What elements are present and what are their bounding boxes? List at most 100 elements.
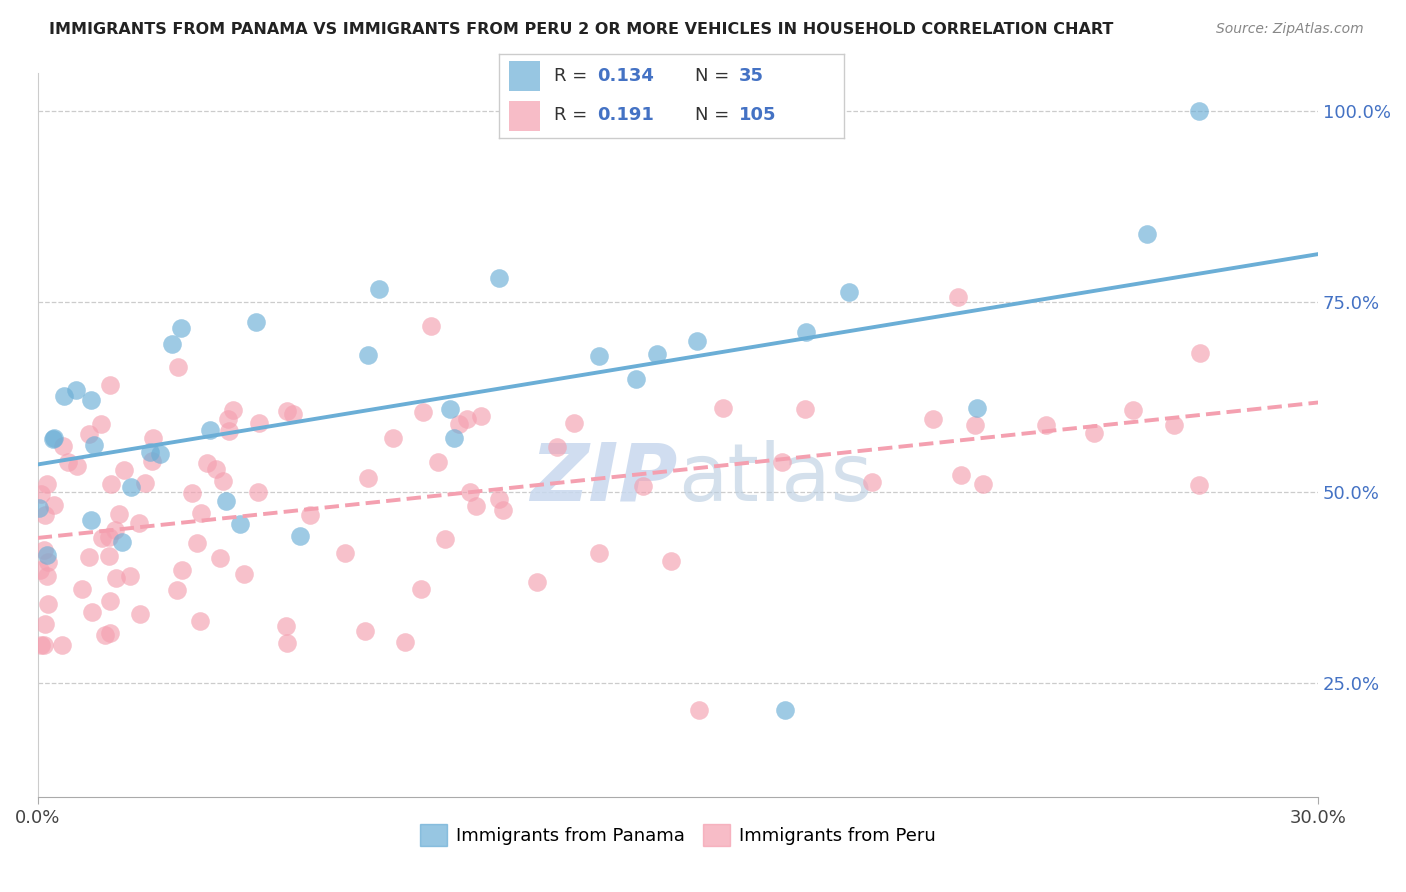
Point [108, 507, 131, 521]
Point [104, 571, 127, 585]
Point [1035, 417, 1057, 432]
Point [688, 703, 710, 717]
Point [276, 619, 298, 633]
Point [100, 477, 122, 491]
Point [166, 583, 188, 598]
Point [52, 389, 75, 403]
Point [434, 532, 457, 546]
Point [37, 597, 59, 611]
Point [773, 703, 796, 717]
Point [212, 474, 235, 488]
Point [181, 485, 204, 500]
Point [449, 417, 471, 432]
Point [34, 617, 56, 632]
Point [28, 500, 51, 515]
Point [394, 635, 416, 649]
Point [37, 477, 59, 491]
Point [66, 458, 89, 473]
Point [276, 404, 298, 418]
Point [546, 441, 568, 455]
Point [79, 427, 101, 442]
Point [188, 614, 211, 628]
Text: ZIP: ZIP [530, 440, 678, 517]
Point [44, 431, 66, 445]
Point [456, 412, 478, 426]
Point [526, 575, 548, 590]
Point [950, 467, 973, 482]
Point [134, 475, 156, 490]
Point [228, 516, 250, 531]
Point [186, 536, 208, 550]
Point [190, 506, 212, 520]
Point [80, 392, 103, 407]
Point [34, 508, 56, 523]
Text: 105: 105 [738, 106, 776, 124]
Point [104, 523, 127, 537]
Point [30, 638, 52, 652]
Point [30, 487, 52, 501]
Point [35, 569, 58, 583]
Text: N =: N = [696, 67, 735, 85]
Point [357, 349, 380, 363]
Point [922, 411, 945, 425]
Point [283, 408, 305, 422]
Point [160, 336, 183, 351]
Point [142, 431, 165, 445]
Point [298, 508, 321, 522]
Point [149, 446, 172, 460]
Text: 0.134: 0.134 [598, 67, 654, 85]
Point [232, 566, 254, 581]
Point [215, 494, 238, 508]
Point [966, 401, 988, 416]
Bar [509, 101, 540, 130]
Point [65, 383, 87, 397]
Point [838, 285, 860, 299]
Point [1122, 403, 1144, 417]
Point [772, 455, 794, 469]
Point [1163, 418, 1185, 433]
Point [129, 607, 152, 621]
Point [139, 445, 162, 459]
Point [166, 359, 188, 374]
Point [128, 516, 150, 530]
Point [1136, 227, 1159, 241]
Point [963, 418, 986, 433]
Point [465, 499, 488, 513]
Point [98, 377, 121, 392]
Point [1187, 477, 1209, 491]
Point [94, 628, 117, 642]
Point [98, 594, 121, 608]
Point [711, 401, 734, 416]
Point [624, 371, 647, 385]
Point [83, 438, 105, 452]
Point [794, 326, 817, 340]
Point [946, 290, 969, 304]
Point [58, 455, 80, 469]
Point [247, 416, 270, 430]
Point [32, 542, 55, 557]
Point [443, 431, 465, 445]
Point [661, 554, 683, 568]
Point [588, 349, 610, 363]
Point [488, 271, 510, 285]
Point [97, 530, 120, 544]
Point [492, 502, 515, 516]
Point [290, 529, 312, 543]
Point [197, 456, 219, 470]
Point [972, 476, 994, 491]
Point [37, 555, 59, 569]
Point [121, 480, 143, 494]
Point [427, 454, 450, 468]
Point [120, 569, 142, 583]
Point [1188, 104, 1211, 119]
Text: R =: R = [554, 106, 593, 124]
Text: atlas: atlas [678, 440, 872, 517]
Point [217, 412, 239, 426]
Point [353, 624, 375, 639]
Point [794, 401, 817, 416]
Point [411, 582, 433, 596]
Point [562, 417, 585, 431]
Point [439, 402, 461, 417]
Point [276, 636, 298, 650]
Point [1083, 425, 1105, 440]
